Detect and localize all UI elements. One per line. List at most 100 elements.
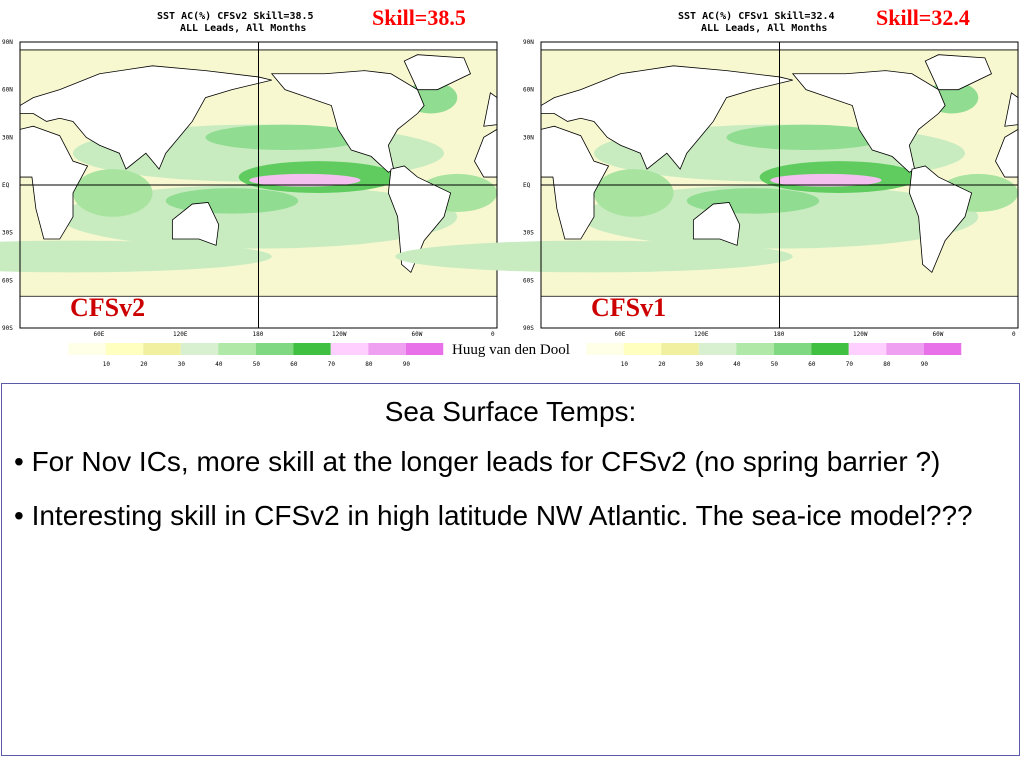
lat-label: 60N [2,87,13,94]
skill-region [395,240,793,273]
colorbar-swatch [405,343,444,355]
colorbar-swatch [736,343,774,355]
colorbar-swatch [368,343,406,355]
map-title: SST AC(%) CFSv1 Skill=32.4 [678,10,835,22]
lat-label: 60N [523,87,534,94]
colorbar-tick: 50 [253,361,261,368]
land [908,165,973,274]
colorbar-tick: 90 [921,361,929,368]
map-subtitle: ALL Leads, All Months [180,23,306,34]
heading: Sea Surface Temps: [384,396,637,427]
lat-label: 30N [523,134,534,141]
text-box: Sea Surface Temps: • For Nov ICs, more s… [1,383,1020,756]
model-label: CFSv2 [70,293,145,322]
lat-label: 60S [523,277,534,284]
colorbar-tick: 80 [365,361,373,368]
map [0,41,498,329]
lon-label: 0 [1012,331,1016,338]
lon-label: 180 [774,331,785,338]
lon-label: 0 [491,331,495,338]
lat-label: EQ [523,182,531,189]
colorbar-tick: 10 [621,361,629,368]
land [540,125,610,240]
colorbar-tick: 60 [290,361,298,368]
skill-region [0,240,272,273]
lat-label: 30S [523,230,534,237]
land [19,125,89,240]
lat-label: 90N [523,39,534,46]
colorbar-tick: 50 [771,361,779,368]
lon-label: 60W [412,331,423,338]
skill-region [73,169,153,217]
colorbar-swatch [105,343,144,355]
bullet: • For Nov ICs, more skill at the longer … [14,446,941,477]
lon-label: 120W [853,331,868,338]
map [395,41,1019,329]
colorbar-swatch [811,343,849,355]
colorbar-swatch [330,343,369,355]
skill-region [249,173,361,187]
colorbar-swatch [586,343,624,355]
land [171,202,220,246]
land [387,165,452,274]
colorbar-swatch [848,343,887,355]
lon-label: 120E [694,331,709,338]
lon-label: 60E [615,331,626,338]
colorbar-swatch [143,343,181,355]
colorbar-swatch [623,343,662,355]
land [924,54,993,91]
lat-label: 30N [2,134,13,141]
land [270,70,425,173]
lon-label: 60W [933,331,944,338]
model-label: CFSv1 [591,293,666,322]
colorbar-swatch [698,343,737,355]
bullet: • Interesting skill in CFSv2 in high lat… [14,500,973,531]
colorbar-tick: 90 [403,361,411,368]
colorbar-tick: 60 [808,361,816,368]
lon-label: 60E [94,331,105,338]
skill-region [726,124,886,151]
land [19,65,272,170]
lat-label: EQ [2,182,10,189]
land [791,70,946,173]
colorbar-tick: 80 [883,361,891,368]
skill-region [205,124,365,151]
lat-label: 30S [2,230,13,237]
colorbar-tick: 20 [658,361,666,368]
colorbar-swatch [661,343,699,355]
land [540,65,793,170]
lon-label: 180 [253,331,264,338]
colorbar-swatch [218,343,256,355]
map-title: SST AC(%) CFSv2 Skill=38.5 [157,10,314,22]
colorbar-swatch [293,343,331,355]
map-subtitle: ALL Leads, All Months [701,23,827,34]
skill: Skill=38.5 [372,5,466,30]
colorbar-tick: 20 [140,361,148,368]
lat-label: 90S [523,325,534,332]
lon-label: 120E [173,331,188,338]
lat-label: 90S [2,325,13,332]
land [692,202,741,246]
lon-label: 120W [332,331,347,338]
colorbar-tick: 30 [696,361,704,368]
colorbar-swatch [180,343,219,355]
colorbar-tick: 40 [733,361,741,368]
colorbar-swatch [255,343,294,355]
colorbar-tick: 40 [215,361,223,368]
maps: 90N 60N 30N EQ 30S 60S 90S 60E 120E 180 120W 60W 0 SS… [0,5,1019,368]
lat-label: 90N [2,39,13,46]
skill-region [770,173,882,187]
skill-region [594,169,674,217]
colorbar-swatch [886,343,924,355]
skill: Skill=32.4 [876,5,970,30]
colorbar-swatch [923,343,962,355]
credit: Huug van den Dool [452,342,570,358]
land [403,54,472,91]
colorbar-tick: 10 [103,361,111,368]
colorbar-swatch [68,343,106,355]
colorbar-tick: 30 [178,361,186,368]
lat-label: 60S [2,277,13,284]
colorbar-swatch [773,343,812,355]
colorbar-tick: 70 [846,361,854,368]
colorbar-tick: 70 [328,361,336,368]
